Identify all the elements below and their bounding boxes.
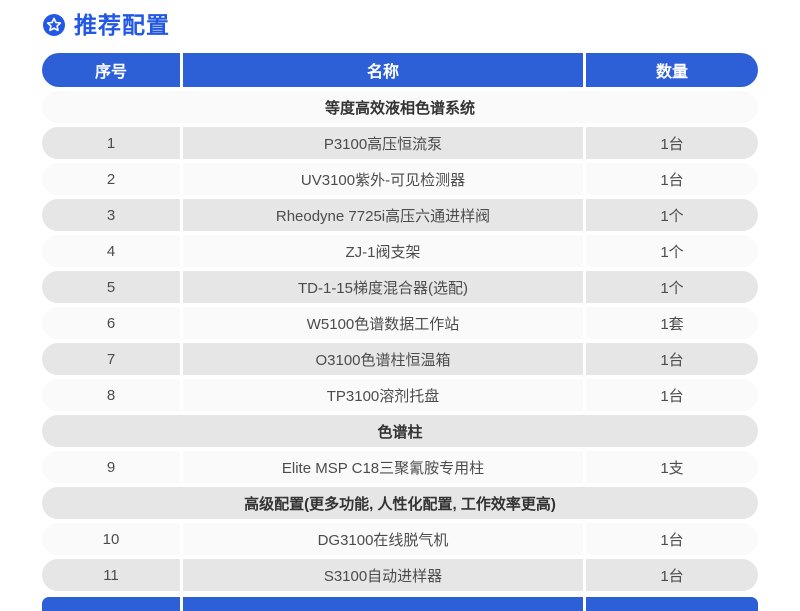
row-index: 9: [42, 451, 180, 483]
row-index: 1: [42, 127, 180, 159]
item-quantity: 1套: [586, 307, 758, 339]
next-table-header-cell: [183, 597, 583, 611]
item-name: DG3100在线脱气机: [183, 523, 583, 555]
item-quantity: 1个: [586, 199, 758, 231]
item-quantity: 1支: [586, 451, 758, 483]
item-name: Rheodyne 7725i高压六通进样阀: [183, 199, 583, 231]
page-header: 推荐配置: [42, 8, 800, 42]
next-table-header-cutoff: [42, 597, 758, 611]
table-row: 3 Rheodyne 7725i高压六通进样阀 1个: [42, 199, 758, 231]
row-index: 5: [42, 271, 180, 303]
table-row: 7 O3100色谱柱恒温箱 1台: [42, 343, 758, 375]
row-index: 8: [42, 379, 180, 411]
item-name: O3100色谱柱恒温箱: [183, 343, 583, 375]
table-row: 9 Elite MSP C18三聚氰胺专用柱 1支: [42, 451, 758, 483]
item-quantity: 1个: [586, 235, 758, 267]
item-name: ZJ-1阀支架: [183, 235, 583, 267]
row-index: 2: [42, 163, 180, 195]
table-row: 10 DG3100在线脱气机 1台: [42, 523, 758, 555]
row-index: 7: [42, 343, 180, 375]
item-quantity: 1台: [586, 343, 758, 375]
column-header-index: 序号: [42, 53, 180, 87]
section-label: 色谱柱: [42, 415, 758, 447]
section-row: 高级配置(更多功能, 人性化配置, 工作效率更高): [42, 487, 758, 519]
section-label: 高级配置(更多功能, 人性化配置, 工作效率更高): [42, 487, 758, 519]
column-header-name: 名称: [183, 53, 583, 87]
item-quantity: 1台: [586, 559, 758, 591]
item-name: P3100高压恒流泵: [183, 127, 583, 159]
item-quantity: 1个: [586, 271, 758, 303]
table-row: 11 S3100自动进样器 1台: [42, 559, 758, 591]
row-index: 10: [42, 523, 180, 555]
item-name: W5100色谱数据工作站: [183, 307, 583, 339]
row-index: 4: [42, 235, 180, 267]
page: 推荐配置 序号 名称 数量 等度高效液相色谱系统 1 P3100高压恒流泵 1台 2 UV…: [42, 8, 800, 611]
item-name: TD-1-15梯度混合器(选配): [183, 271, 583, 303]
table-row: 4 ZJ-1阀支架 1个: [42, 235, 758, 267]
item-name: Elite MSP C18三聚氰胺专用柱: [183, 451, 583, 483]
table-row: 1 P3100高压恒流泵 1台: [42, 127, 758, 159]
row-index: 11: [42, 559, 180, 591]
section-row: 色谱柱: [42, 415, 758, 447]
table-row: 2 UV3100紫外-可见检测器 1台: [42, 163, 758, 195]
item-quantity: 1台: [586, 379, 758, 411]
recommended-config-table: 序号 名称 数量 等度高效液相色谱系统 1 P3100高压恒流泵 1台 2 UV3100紫…: [42, 53, 758, 591]
page-title: 推荐配置: [74, 11, 170, 38]
item-quantity: 1台: [586, 163, 758, 195]
item-name: UV3100紫外-可见检测器: [183, 163, 583, 195]
item-quantity: 1台: [586, 127, 758, 159]
table-row: 5 TD-1-15梯度混合器(选配) 1个: [42, 271, 758, 303]
section-row: 等度高效液相色谱系统: [42, 91, 758, 123]
table-row: 8 TP3100溶剂托盘 1台: [42, 379, 758, 411]
next-table-header-cell: [586, 597, 758, 611]
star-badge-icon: [42, 13, 66, 37]
table-header-row: 序号 名称 数量: [42, 53, 758, 87]
item-name: S3100自动进样器: [183, 559, 583, 591]
table-row: 6 W5100色谱数据工作站 1套: [42, 307, 758, 339]
next-table-header-cell: [42, 597, 180, 611]
column-header-quantity: 数量: [586, 53, 758, 87]
item-quantity: 1台: [586, 523, 758, 555]
row-index: 6: [42, 307, 180, 339]
row-index: 3: [42, 199, 180, 231]
item-name: TP3100溶剂托盘: [183, 379, 583, 411]
section-label: 等度高效液相色谱系统: [42, 91, 758, 123]
